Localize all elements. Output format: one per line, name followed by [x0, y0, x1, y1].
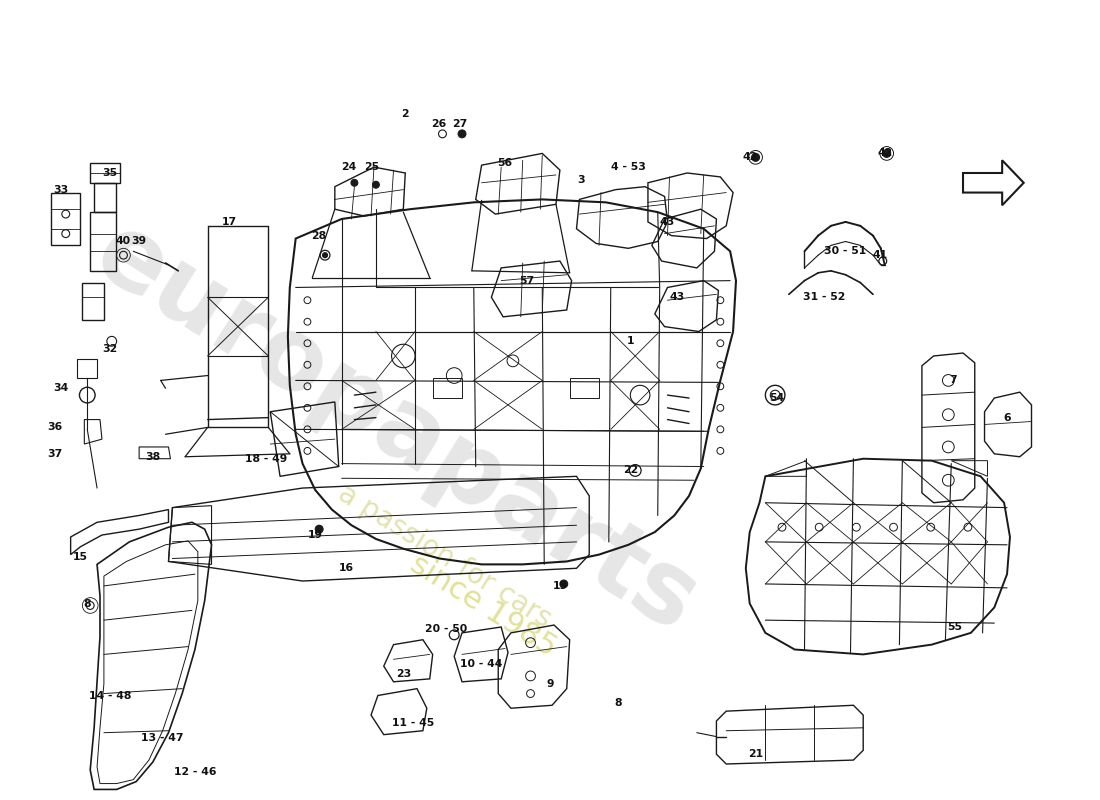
- Text: 4 - 53: 4 - 53: [610, 162, 646, 172]
- Text: 19: 19: [552, 581, 568, 591]
- Text: 36: 36: [47, 422, 63, 432]
- Text: 19: 19: [308, 530, 322, 540]
- Text: europaparts: europaparts: [77, 205, 715, 654]
- Text: 56: 56: [497, 158, 513, 168]
- Text: 18 - 49: 18 - 49: [245, 454, 287, 464]
- Text: 43: 43: [660, 217, 675, 227]
- Text: 30 - 51: 30 - 51: [825, 246, 867, 256]
- Text: 34: 34: [53, 383, 68, 394]
- Text: 20 - 50: 20 - 50: [426, 624, 467, 634]
- Text: 31 - 52: 31 - 52: [803, 292, 845, 302]
- Text: 8: 8: [615, 698, 623, 708]
- Text: 13 - 47: 13 - 47: [142, 733, 184, 742]
- Text: 41: 41: [872, 250, 888, 260]
- Text: 3: 3: [578, 175, 585, 185]
- Text: 22: 22: [623, 466, 638, 475]
- Text: 43: 43: [670, 292, 685, 302]
- Circle shape: [351, 179, 358, 186]
- Circle shape: [560, 580, 568, 588]
- Text: 55: 55: [948, 622, 962, 632]
- Text: 42: 42: [742, 152, 757, 162]
- Text: 39: 39: [132, 237, 146, 246]
- Text: 1: 1: [627, 336, 634, 346]
- Text: 7: 7: [949, 375, 957, 386]
- Circle shape: [458, 130, 466, 138]
- Text: 11 - 45: 11 - 45: [392, 718, 434, 728]
- Text: 38: 38: [145, 452, 161, 462]
- Text: 23: 23: [396, 669, 411, 679]
- Text: 17: 17: [221, 217, 236, 227]
- Text: 12 - 46: 12 - 46: [174, 767, 217, 777]
- Text: 32: 32: [102, 344, 118, 354]
- Text: 26: 26: [431, 119, 447, 129]
- Circle shape: [322, 253, 328, 258]
- Text: 21: 21: [748, 750, 763, 759]
- Text: 37: 37: [47, 449, 63, 459]
- Circle shape: [373, 182, 380, 188]
- Text: 2: 2: [402, 110, 409, 119]
- Text: 8: 8: [84, 598, 91, 609]
- Text: 28: 28: [311, 230, 327, 241]
- Text: 16: 16: [339, 563, 354, 574]
- Text: 42: 42: [877, 149, 892, 158]
- Text: 9: 9: [547, 678, 553, 689]
- Text: 35: 35: [102, 168, 118, 178]
- Text: 57: 57: [519, 276, 535, 286]
- Text: since 1985: since 1985: [405, 549, 562, 662]
- Text: 33: 33: [53, 185, 68, 194]
- Circle shape: [751, 154, 759, 162]
- Text: 10 - 44: 10 - 44: [461, 659, 503, 669]
- Text: a passion for cars: a passion for cars: [332, 479, 557, 634]
- Circle shape: [883, 150, 891, 158]
- Text: 24: 24: [341, 162, 356, 172]
- Text: 25: 25: [364, 162, 380, 172]
- Text: 27: 27: [452, 119, 468, 129]
- Text: 14 - 48: 14 - 48: [89, 690, 131, 701]
- Text: 54: 54: [770, 393, 784, 403]
- Circle shape: [316, 526, 323, 533]
- Text: 6: 6: [1003, 413, 1011, 422]
- Text: 15: 15: [73, 551, 88, 562]
- Text: 40: 40: [116, 237, 131, 246]
